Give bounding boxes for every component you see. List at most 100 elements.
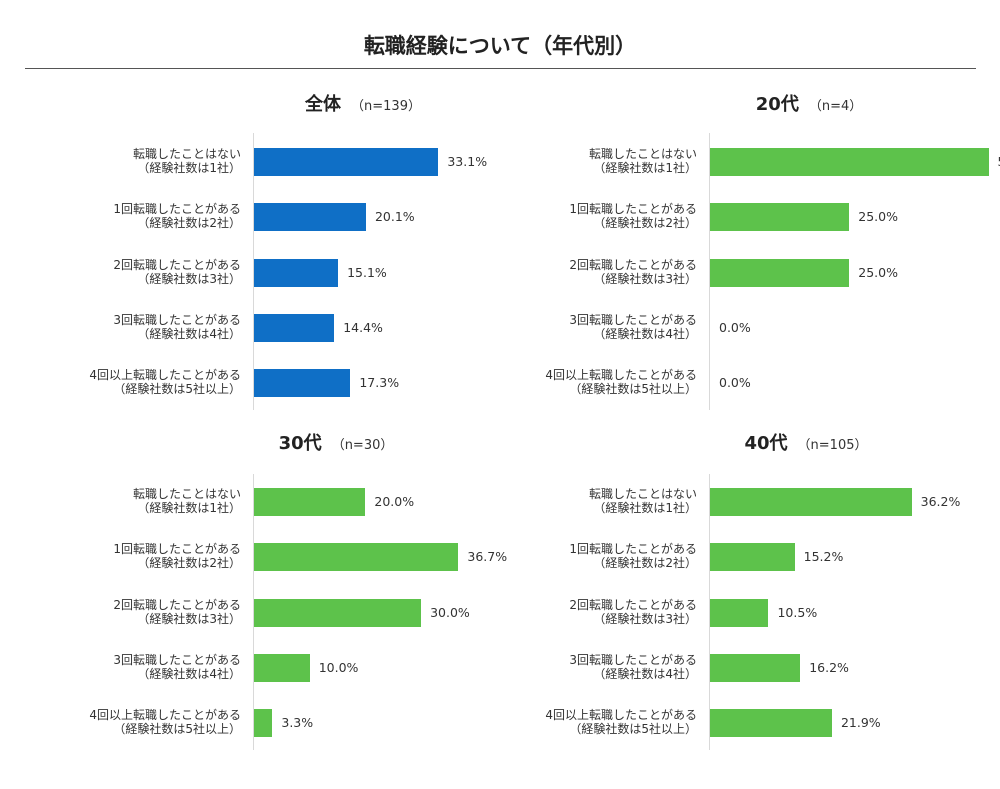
bar-value-label: 36.7% [467, 549, 508, 565]
category-label-note: （経験社数は2社） [593, 216, 697, 231]
bar [254, 709, 273, 738]
bar-value-label: 33.1% [447, 154, 488, 169]
category-label: 3回転職したことがある （経験社数は4社） [3, 653, 241, 681]
category-label-note: （経験社数は2社） [593, 556, 697, 571]
bar [254, 488, 366, 516]
bar-value-label: 14.4% [343, 319, 383, 335]
category-label-note: （経験社数は5社以上） [113, 382, 241, 397]
bar-value-label: 17.3% [359, 375, 400, 391]
category-label: 転職したことはない （経験社数は1社） [459, 147, 697, 175]
category-label-main: 1回転職したことがある [569, 542, 697, 557]
category-label: 2回転職したことがある （経験社数は3社） [3, 598, 241, 626]
bar [710, 709, 832, 738]
category-label-main: 2回転職したことがある [113, 597, 241, 612]
category-label-note: （経験社数は1社） [137, 161, 241, 175]
category-label-main: 転職したことはない [132, 147, 241, 161]
category-label-note: （経験社数は2社） [137, 556, 241, 571]
bar-value-label: 25.0% [858, 264, 898, 280]
category-axis-line [709, 474, 710, 750]
bar [710, 488, 912, 516]
category-label: 4回以上転職したことがある （経験社数は5社以上） [3, 368, 241, 396]
panel-title-name: 30代 [278, 433, 322, 454]
bar-value-label: 16.2% [809, 659, 849, 675]
category-label: 転職したことはない （経験社数は1社） [459, 487, 697, 515]
bar-value-label: 50.0% [998, 155, 1000, 169]
category-label-main: 2回転職したことがある [569, 257, 697, 272]
panel-title-name: 全体 [305, 94, 342, 115]
bar-value-label: 0.0% [719, 375, 751, 391]
bar [254, 203, 366, 232]
category-axis-line [709, 133, 710, 410]
bar-value-label: 20.0% [374, 494, 415, 509]
category-label: 2回転職したことがある （経験社数は3社） [3, 258, 241, 286]
panel-title-name: 40代 [744, 433, 788, 454]
bar [254, 148, 439, 176]
category-label-note: （経験社数は4社） [137, 326, 241, 341]
bar [710, 258, 850, 287]
bar [710, 598, 769, 627]
bar [710, 543, 795, 572]
category-label-note: （経験社数は2社） [137, 216, 241, 231]
bar [254, 598, 422, 627]
bar-value-label: 21.9% [840, 715, 881, 731]
category-label-main: 転職したことはない [588, 147, 697, 161]
category-label: 3回転職したことがある （経験社数は4社） [459, 313, 697, 341]
category-label-note: （経験社数は1社） [137, 501, 241, 515]
panel-sample-size: （n=139） [351, 99, 421, 114]
category-label: 3回転職したことがある （経験社数は4社） [3, 313, 241, 341]
category-label-main: 4回以上転職したことがある [545, 368, 697, 383]
bar [710, 203, 850, 232]
bar-value-label: 10.0% [318, 659, 359, 675]
panel-sample-size: （n=4） [808, 99, 863, 114]
category-label-main: 3回転職したことがある [113, 652, 241, 667]
category-label-note: （経験社数は3社） [593, 611, 697, 626]
category-label-main: 2回転職したことがある [569, 597, 697, 612]
category-label-note: （経験社数は1社） [593, 161, 697, 175]
panel-sample-size: （n=30） [331, 438, 394, 453]
category-label-main: 2回転職したことがある [113, 257, 241, 272]
bar-value-label: 10.5% [777, 604, 818, 620]
category-label-note: （経験社数は5社以上） [113, 722, 241, 737]
category-label: 2回転職したことがある （経験社数は3社） [459, 258, 697, 286]
category-axis-line [253, 133, 254, 410]
category-axis-line [253, 474, 254, 750]
category-label-main: 3回転職したことがある [569, 652, 697, 667]
category-label-main: 1回転職したことがある [113, 542, 241, 557]
category-label-main: 1回転職したことがある [113, 202, 241, 217]
category-label: 4回以上転職したことがある （経験社数は5社以上） [3, 708, 241, 736]
page-title: 転職経験について（年代別） [363, 34, 637, 58]
category-label-note: （経験社数は1社） [593, 501, 697, 515]
category-label-main: 4回以上転職したことがある [89, 368, 241, 383]
category-label: 転職したことはない （経験社数は1社） [3, 147, 241, 175]
category-label: 4回以上転職したことがある （経験社数は5社以上） [459, 368, 697, 396]
bar [710, 653, 801, 682]
bar-value-label: 0.0% [719, 319, 751, 335]
category-label-main: 3回転職したことがある [113, 312, 241, 327]
category-label-main: 転職したことはない [588, 487, 697, 501]
category-label-note: （経験社数は4社） [593, 666, 697, 681]
bar [254, 369, 351, 398]
category-label: 1回転職したことがある （経験社数は2社） [3, 542, 241, 570]
bar-value-label: 25.0% [858, 209, 898, 225]
bar [254, 313, 335, 342]
category-label: 4回以上転職したことがある （経験社数は5社以上） [459, 708, 697, 736]
category-label-note: （経験社数は5社以上） [569, 382, 697, 397]
category-label-note: （経験社数は3社） [137, 271, 241, 286]
category-label: 転職したことはない （経験社数は1社） [3, 487, 241, 515]
category-label-main: 1回転職したことがある [569, 202, 697, 217]
bar-value-label: 15.1% [347, 264, 387, 280]
category-label-note: （経験社数は3社） [137, 611, 241, 626]
bar [254, 653, 310, 682]
category-label-note: （経験社数は4社） [137, 666, 241, 681]
category-label-note: （経験社数は5社以上） [569, 722, 697, 737]
bar-value-label: 20.1% [374, 209, 415, 225]
panel-sample-size: （n=105） [797, 438, 868, 453]
category-label: 2回転職したことがある （経験社数は3社） [459, 598, 697, 626]
category-label-main: 4回以上転職したことがある [545, 708, 697, 723]
bar [254, 258, 339, 287]
panel-title: 40代 （n=105） [656, 429, 956, 455]
panel-title: 30代 （n=30） [186, 429, 486, 455]
panel-title: 全体 （n=139） [213, 90, 513, 116]
category-label: 1回転職したことがある （経験社数は2社） [459, 542, 697, 570]
